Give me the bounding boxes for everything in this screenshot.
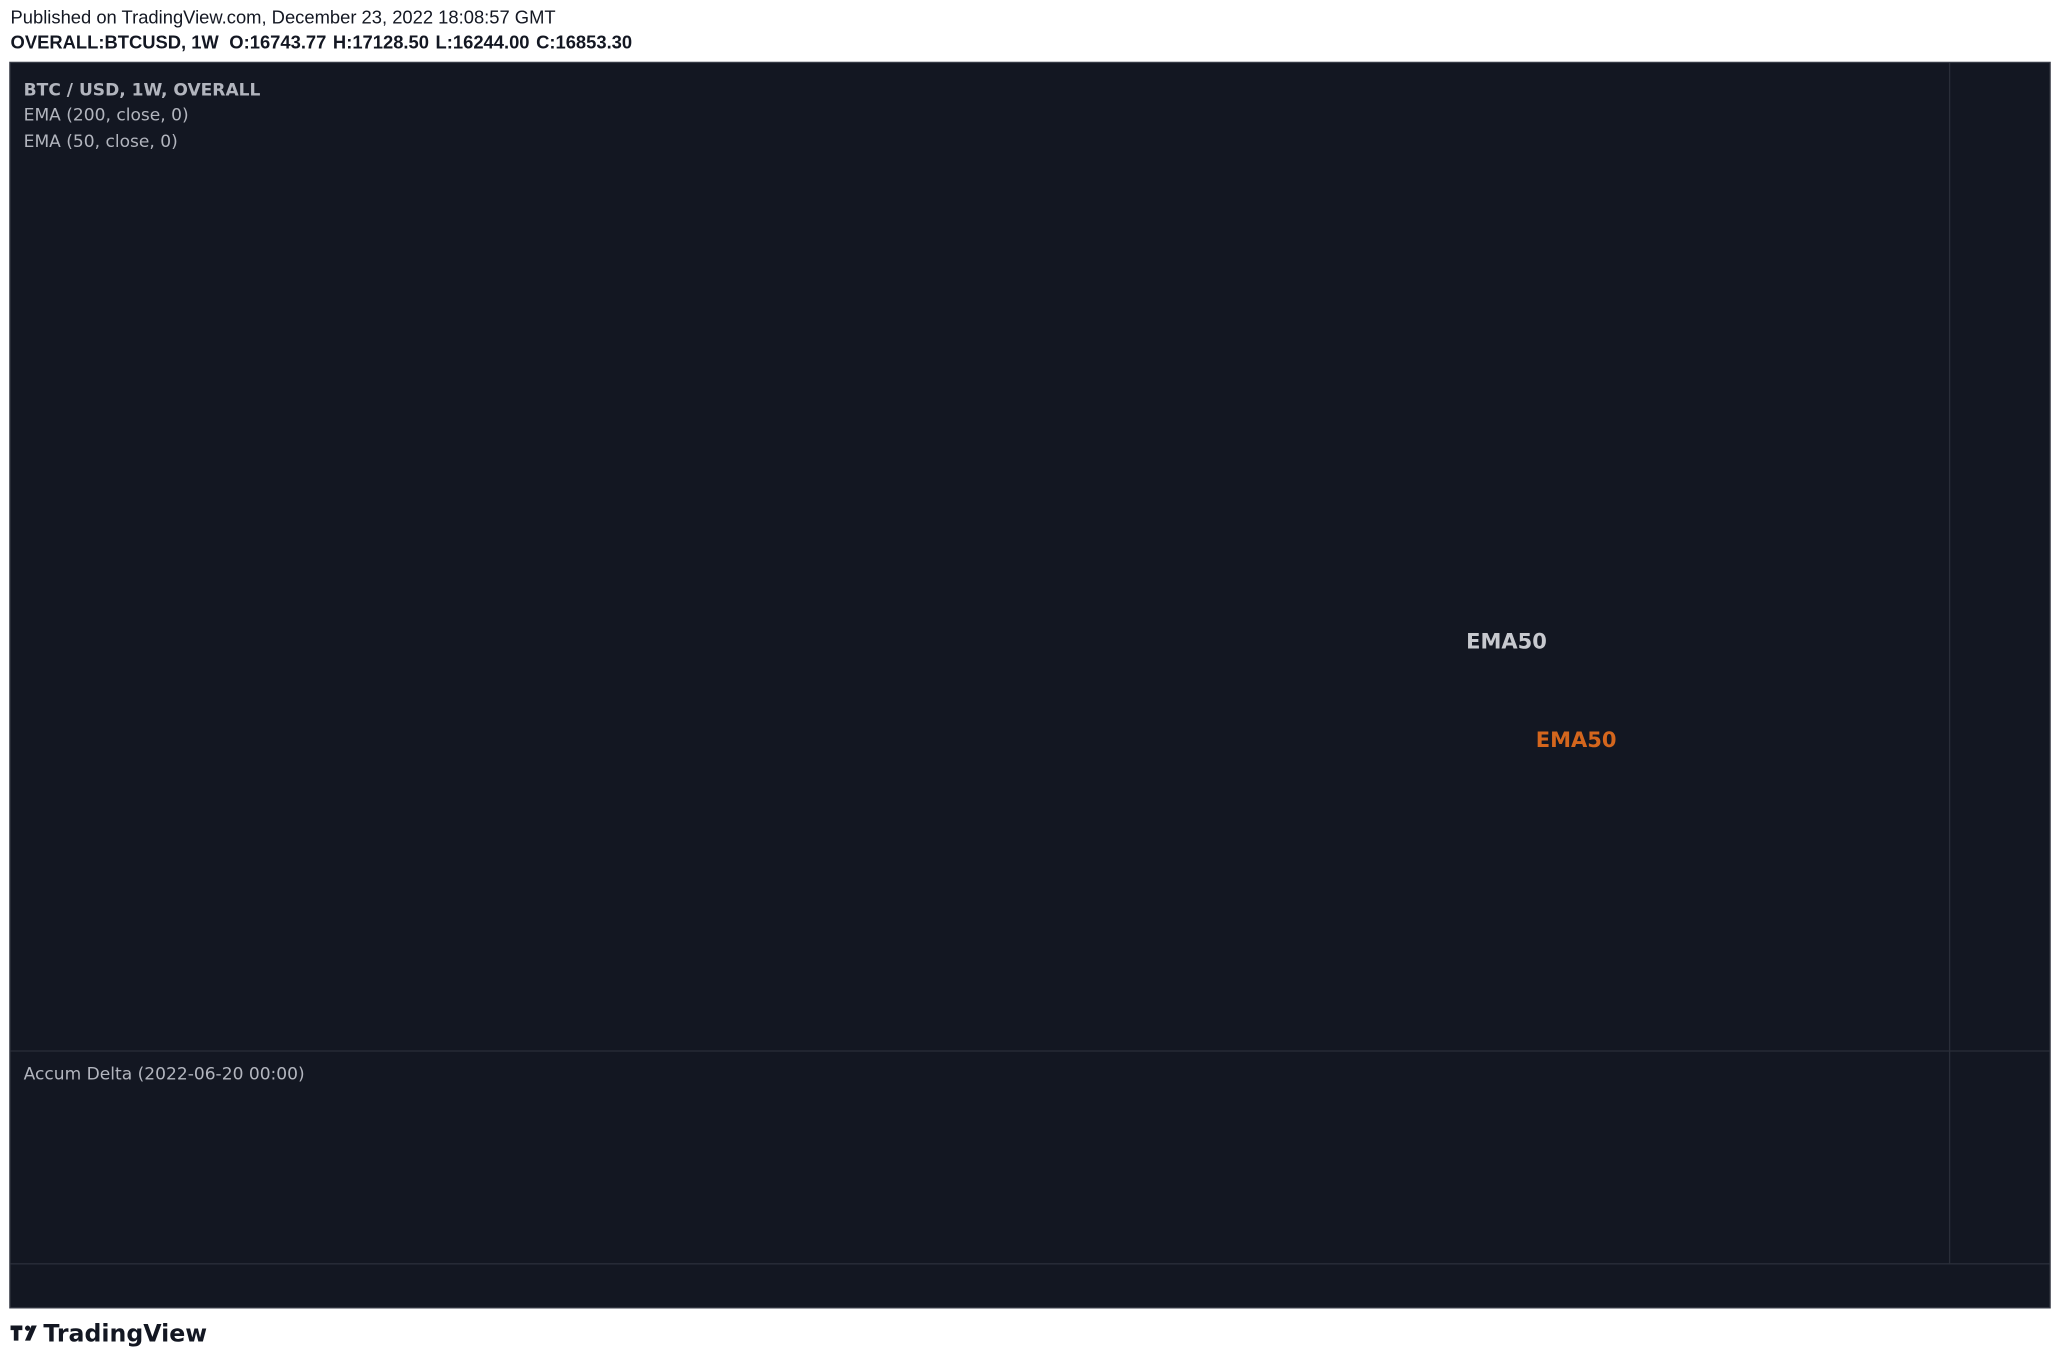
ohlc-key: H: — [333, 31, 352, 52]
legend-title: BTC / USD, 1W, OVERALL — [24, 81, 261, 101]
published-note: Published on TradingView.com, December 2… — [11, 6, 556, 27]
ohlc-key: O: — [229, 31, 249, 52]
legend-entry: EMA (50, close, 0) — [24, 132, 178, 152]
brand-logo — [10, 1325, 37, 1341]
ohlc-value: 16244.00 — [453, 31, 530, 52]
ohlc-value: 17128.50 — [352, 31, 429, 52]
annotation: EMA50 — [1536, 727, 1617, 752]
ohlc-key: L: — [436, 31, 453, 52]
legend-entry: EMA (200, close, 0) — [24, 106, 189, 126]
brand: TradingView — [43, 1319, 207, 1347]
chart-area — [9, 61, 2051, 1309]
ohlc-value: 16743.77 — [250, 31, 327, 52]
symbol: OVERALL:BTCUSD, 1W — [11, 31, 220, 52]
symbol-header: OVERALL:BTCUSD, 1W O:16743.77 H:17128.50 L:… — [11, 31, 633, 52]
ohlc-key: C: — [536, 31, 555, 52]
pane-title: Accum Delta (2022-06-20 00:00) — [24, 1065, 305, 1085]
annotation: EMA50 — [1466, 628, 1547, 653]
ohlc-value: 16853.30 — [555, 31, 632, 52]
